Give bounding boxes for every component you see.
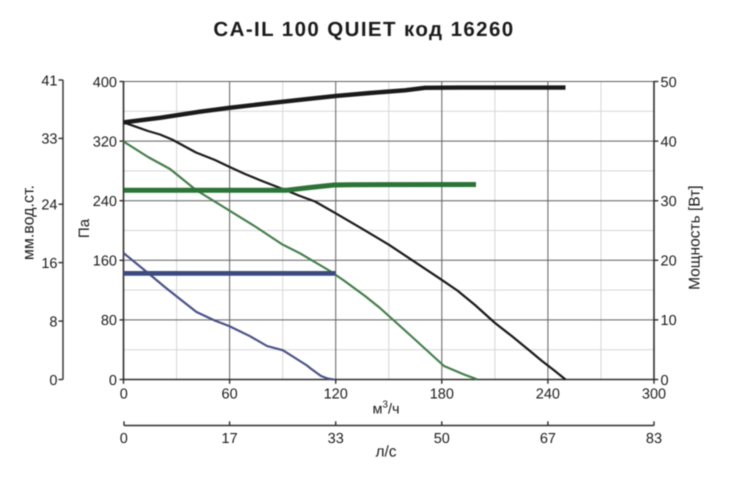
svg-text:80: 80 [101,313,117,329]
svg-text:16: 16 [41,256,57,272]
svg-text:0: 0 [661,373,669,389]
svg-text:160: 160 [93,254,117,270]
svg-text:240: 240 [93,194,117,210]
svg-text:8: 8 [49,314,57,330]
svg-text:20: 20 [661,254,677,270]
svg-text:мм.вод.ст.: мм.вод.ст. [21,185,38,260]
svg-text:0: 0 [109,373,117,389]
svg-text:10: 10 [661,313,677,329]
svg-text:CA-IL 100 QUIET код 16260: CA-IL 100 QUIET код 16260 [213,18,514,41]
svg-text:40: 40 [661,134,677,150]
svg-text:33: 33 [41,132,57,148]
svg-text:л/с: л/с [375,444,396,461]
svg-text:0: 0 [120,387,128,403]
svg-text:50: 50 [434,431,450,447]
svg-text:320: 320 [93,134,117,150]
svg-text:50: 50 [661,75,677,91]
svg-text:17: 17 [222,431,238,447]
svg-text:180: 180 [430,387,454,403]
svg-text:41: 41 [41,73,57,89]
svg-text:Па: Па [76,218,93,238]
svg-text:400: 400 [93,75,117,91]
svg-text:30: 30 [661,194,677,210]
svg-text:300: 300 [642,387,666,403]
svg-text:0: 0 [49,373,57,389]
svg-text:67: 67 [540,431,556,447]
svg-text:60: 60 [222,387,238,403]
svg-text:24: 24 [41,198,57,214]
svg-text:м3/ч: м3/ч [372,400,399,418]
svg-text:0: 0 [120,431,128,447]
svg-text:Мощность [Вт]: Мощность [Вт] [687,185,704,289]
svg-text:120: 120 [324,387,348,403]
svg-text:240: 240 [536,387,560,403]
svg-text:33: 33 [328,431,344,447]
svg-text:83: 83 [646,431,662,447]
